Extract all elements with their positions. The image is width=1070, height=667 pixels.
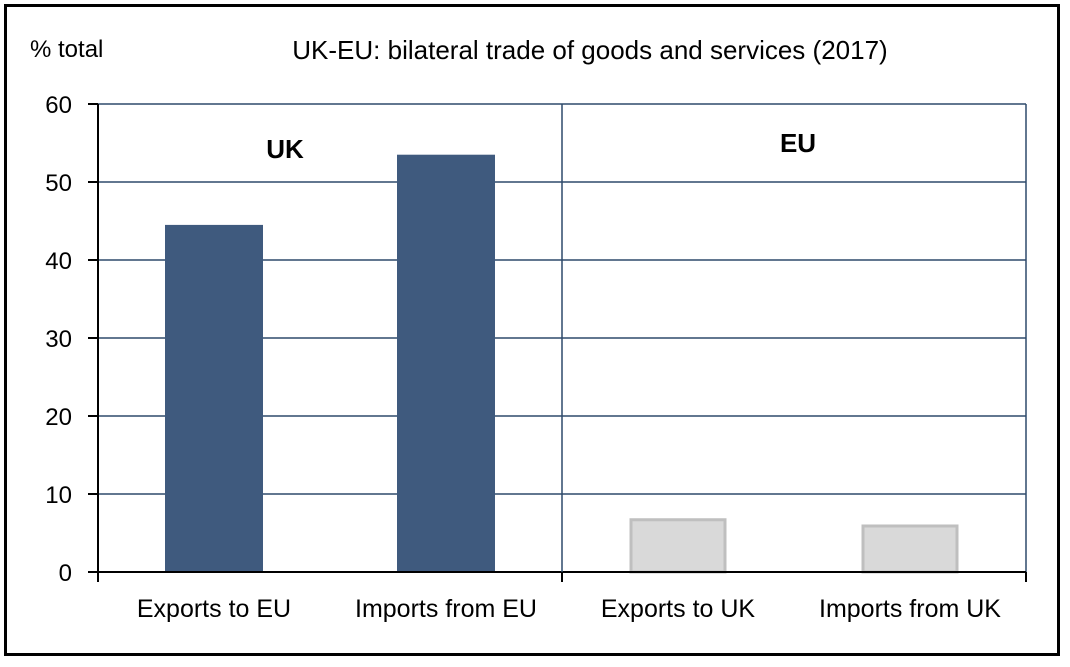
bar <box>861 524 959 574</box>
y-tick-label: 30 <box>45 326 72 353</box>
y-tick-label: 50 <box>45 170 72 197</box>
y-axis-label: % total <box>30 36 103 63</box>
x-tick-labels: Exports to EU Imports from EU Exports to U… <box>137 595 1001 623</box>
axes <box>88 103 1027 582</box>
group-label: UK <box>266 134 304 164</box>
x-tick-label: Exports to UK <box>601 595 756 623</box>
x-tick-label: Exports to EU <box>137 595 291 623</box>
group-labels: UK EU <box>266 128 816 164</box>
group-label: EU <box>780 128 816 158</box>
bars <box>165 154 959 574</box>
bar <box>629 518 727 574</box>
bar <box>397 154 495 572</box>
x-tick-label: Imports from EU <box>355 595 537 623</box>
x-tick-label: Imports from UK <box>819 595 1001 623</box>
y-tick-label: 40 <box>45 248 72 275</box>
bar <box>165 224 263 572</box>
y-tick-labels: 0 10 20 30 40 50 60 <box>45 92 72 587</box>
y-tick-label: 0 <box>59 560 72 587</box>
y-tick-label: 60 <box>45 92 72 119</box>
y-tick-label: 20 <box>45 404 72 431</box>
chart-title: UK-EU: bilateral trade of goods and serv… <box>292 35 887 65</box>
y-tick-label: 10 <box>45 482 72 509</box>
